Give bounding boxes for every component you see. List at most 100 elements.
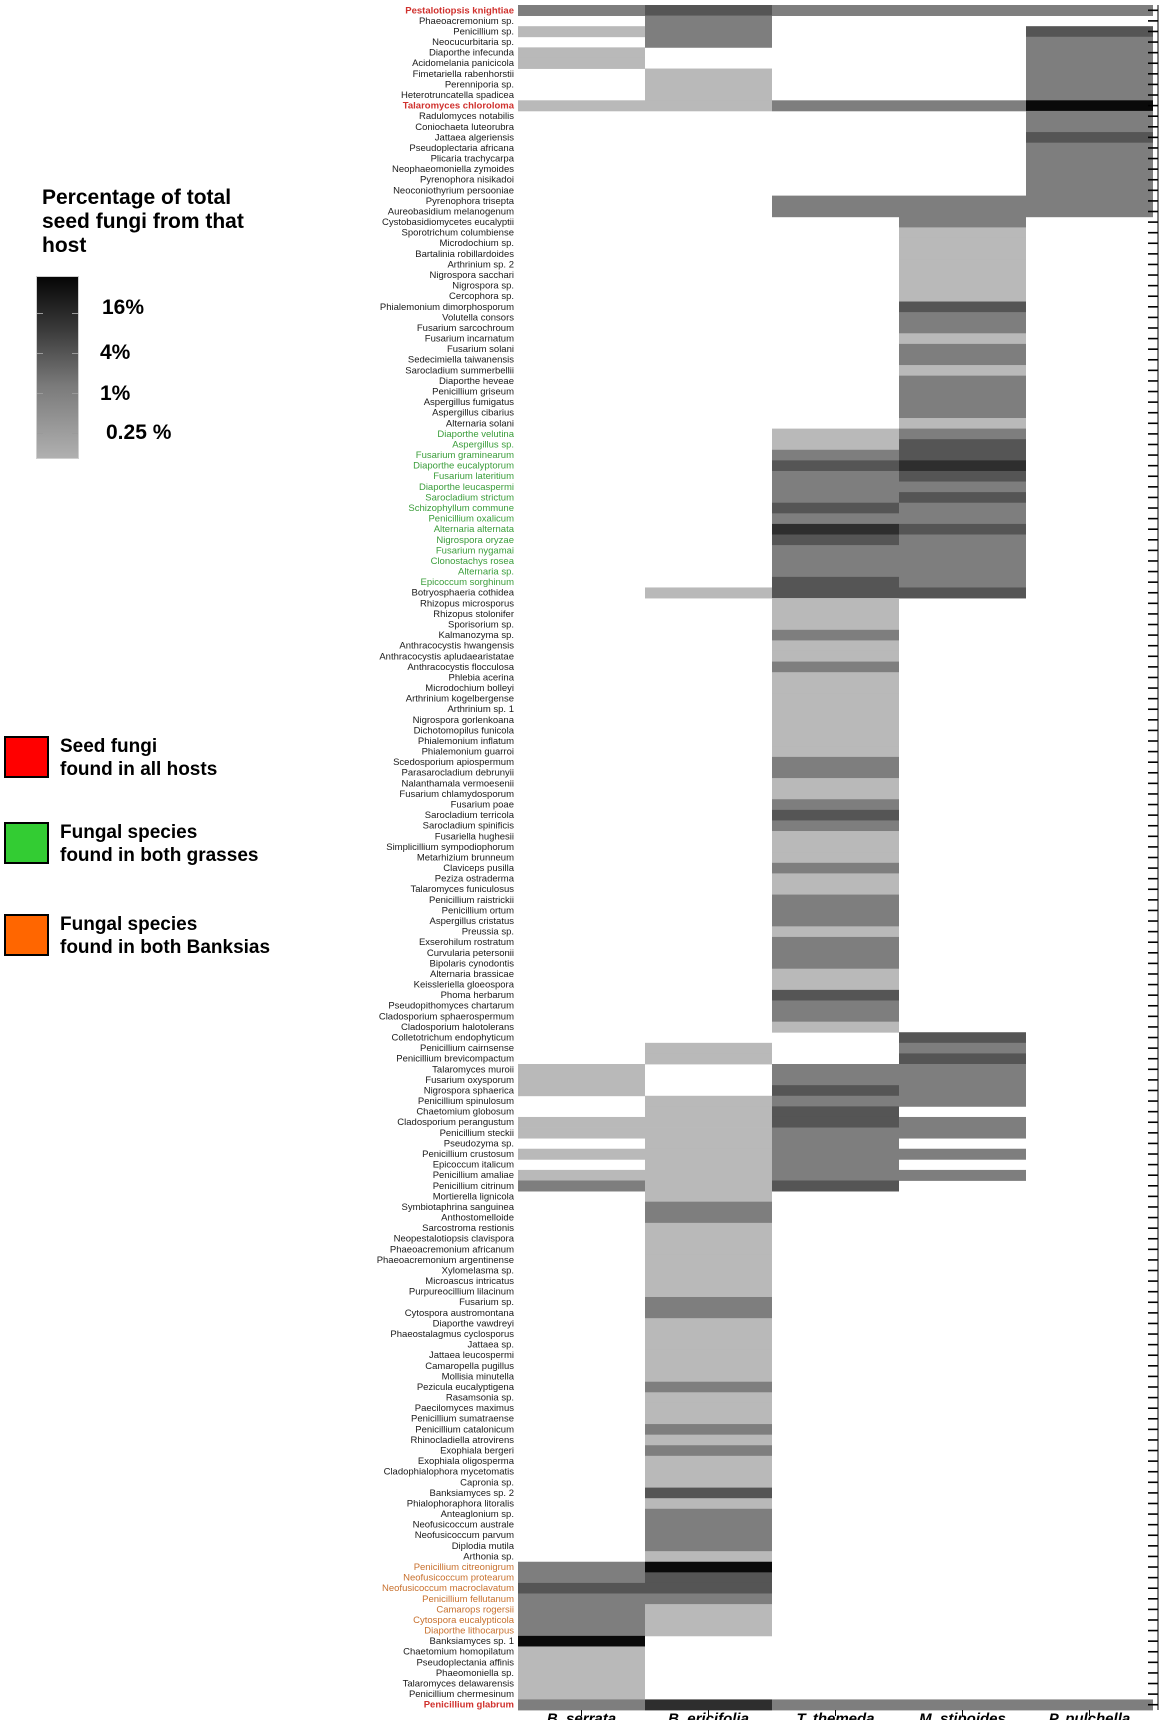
row-label: Phialophoraphora litoralis bbox=[407, 1498, 514, 1509]
heatmap-cell bbox=[772, 1116, 899, 1128]
row-label: Cladosporium sphaerospermum bbox=[379, 1011, 514, 1022]
heatmap-cell bbox=[899, 407, 1026, 419]
heatmap-cell bbox=[518, 47, 645, 59]
heatmap-cell bbox=[772, 100, 899, 112]
row-label: Anthostomelloide bbox=[441, 1213, 514, 1224]
row-label: Aspergillus cristatus bbox=[430, 916, 515, 927]
heatmap-cell bbox=[518, 100, 645, 112]
row-label: Aspergillus fumigatus bbox=[424, 397, 515, 408]
heatmap-cell bbox=[899, 449, 1026, 461]
heatmap-cell bbox=[518, 1614, 645, 1626]
heatmap-cell bbox=[772, 788, 899, 800]
scale-label-1: 1% bbox=[100, 382, 131, 405]
heatmap-cell bbox=[645, 1572, 772, 1584]
heatmap-cell bbox=[645, 1095, 772, 1107]
row-label: Claviceps pusilla bbox=[443, 863, 514, 874]
row-label: Alternaria sp. bbox=[458, 567, 514, 578]
row-label: Phoma herbarum bbox=[441, 990, 514, 1001]
heatmap-cell bbox=[518, 1582, 645, 1594]
row-label: Penicillium amaliae bbox=[433, 1170, 514, 1181]
row-label: Talaromyces funiculosus bbox=[411, 884, 515, 895]
heatmap-cell bbox=[772, 672, 899, 684]
heatmap-cell bbox=[772, 502, 899, 514]
heatmap-cell bbox=[1026, 153, 1153, 165]
row-label: Cytospora eucalypticola bbox=[413, 1615, 515, 1626]
row-label: Pyrenophora trisepta bbox=[426, 196, 515, 207]
heatmap-cell bbox=[645, 1699, 772, 1711]
heatmap-cell bbox=[772, 608, 899, 620]
row-label: Dichotomopilus funicola bbox=[414, 725, 515, 736]
heatmap-cell bbox=[1026, 206, 1153, 218]
column-labels: B. serrata B. ericifolia T. themeda M. stip… bbox=[547, 1710, 1130, 1720]
row-label: Phaeomoniella sp. bbox=[436, 1668, 514, 1679]
heatmap-cell bbox=[645, 1445, 772, 1457]
heatmap-cell bbox=[518, 1678, 645, 1690]
row-label: Rhizopus microsporus bbox=[420, 598, 514, 609]
row-label: Cytospora austromontana bbox=[405, 1308, 515, 1319]
heatmap-cell bbox=[772, 1148, 899, 1160]
row-label: Keissleriella gloeospora bbox=[414, 980, 515, 991]
heatmap-cell bbox=[518, 1646, 645, 1658]
row-label: Talaromyces delawarensis bbox=[403, 1678, 515, 1689]
row-label: Cercophora sp. bbox=[449, 291, 514, 302]
heatmap-cell bbox=[772, 1000, 899, 1012]
heatmap-cell bbox=[772, 799, 899, 811]
row-label: Penicillium citrinum bbox=[433, 1181, 514, 1192]
row-label: Mollisia minutella bbox=[442, 1371, 515, 1382]
row-label: Penicillium sp. bbox=[453, 26, 514, 37]
scale-label-025: 0.25 % bbox=[106, 421, 172, 444]
row-label: Nigrospora sp. bbox=[452, 281, 514, 292]
heatmap-cell bbox=[518, 1688, 645, 1700]
heatmap-cell bbox=[645, 1582, 772, 1594]
heatmap-cell bbox=[899, 259, 1026, 271]
row-label: Exophiala bergeri bbox=[440, 1446, 514, 1457]
row-label: Scedosporium apiospermum bbox=[393, 757, 514, 768]
row-label: Nalanthamala vermoesenii bbox=[402, 778, 514, 789]
heatmap-cell bbox=[645, 1551, 772, 1563]
heatmap-cell bbox=[645, 1127, 772, 1139]
heatmap-cells bbox=[518, 5, 1153, 1711]
row-label: Nigrospora oryzae bbox=[436, 535, 514, 546]
heatmap-cell bbox=[518, 1127, 645, 1139]
heatmap-cell bbox=[899, 237, 1026, 249]
heatmap-cell bbox=[645, 1614, 772, 1626]
heatmap-cell bbox=[645, 1477, 772, 1489]
row-label: Arthrinium kogelbergense bbox=[406, 694, 514, 705]
row-label: Alternaria alternata bbox=[434, 524, 515, 535]
row-label: Sarocladium summerbellii bbox=[405, 365, 514, 376]
heatmap-cell bbox=[899, 375, 1026, 387]
row-label: Mortierella lignicola bbox=[433, 1191, 515, 1202]
row-label: Nigrospora gorlenkoana bbox=[413, 715, 515, 726]
row-label: Anteaglonium sp. bbox=[441, 1509, 514, 1520]
row-label: Neofusicoccum australe bbox=[413, 1520, 514, 1531]
row-label: Neophaeomoniella zymoides bbox=[392, 164, 514, 175]
row-label: Sarocladium strictum bbox=[425, 492, 514, 503]
row-label: Nigrospora sacchari bbox=[430, 270, 514, 281]
swatch-all-hosts bbox=[4, 736, 49, 778]
heatmap-cell bbox=[772, 756, 899, 768]
row-label: Camaropella pugillus bbox=[425, 1361, 514, 1372]
heatmap-cell bbox=[518, 1572, 645, 1584]
heatmap-cell bbox=[772, 1095, 899, 1107]
row-label: Paecilomyces maximus bbox=[415, 1403, 514, 1414]
row-label: Symbiotaphrina sanguinea bbox=[402, 1202, 515, 1213]
row-label: Penicillium chermesinum bbox=[409, 1689, 514, 1700]
heatmap-cell bbox=[518, 1625, 645, 1637]
heatmap-cell bbox=[645, 1116, 772, 1128]
heatmap-cell bbox=[899, 333, 1026, 345]
row-label: Fusariella hughesii bbox=[435, 831, 514, 842]
heatmap-cell bbox=[645, 1371, 772, 1383]
heatmap-cell bbox=[645, 1519, 772, 1531]
row-label: Coniochaeta luteorubra bbox=[415, 122, 514, 133]
heatmap-cell bbox=[645, 1529, 772, 1541]
row-label: Simplicillium sympodiophorum bbox=[386, 842, 514, 853]
heatmap-cell bbox=[899, 5, 1026, 16]
heatmap-cell bbox=[1026, 5, 1153, 16]
heatmap-cell bbox=[645, 89, 772, 101]
heatmap-cell bbox=[1026, 132, 1153, 144]
row-label: Sarcostroma restionis bbox=[422, 1223, 514, 1234]
heatmap-cell bbox=[1026, 1699, 1153, 1711]
heatmap-cell bbox=[1026, 100, 1153, 112]
heatmap-cell bbox=[899, 206, 1026, 218]
heatmap-cell bbox=[645, 1318, 772, 1330]
